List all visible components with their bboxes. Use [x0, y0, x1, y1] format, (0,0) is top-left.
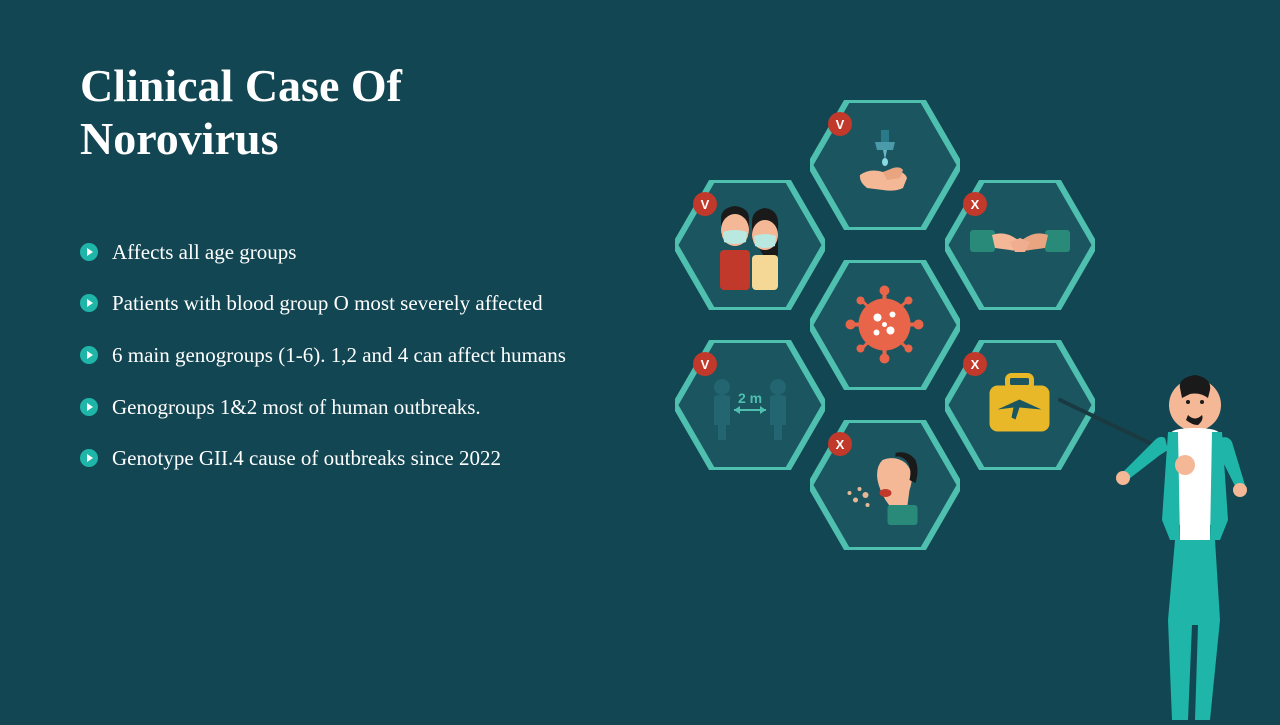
bullet-text: Affects all age groups: [112, 240, 296, 264]
hex-virus: [810, 260, 960, 390]
bullet-list: Affects all age groups Patients with blo…: [80, 236, 580, 476]
bullet-item: Patients with blood group O most severel…: [80, 287, 580, 321]
social-distance-icon: 2 m: [700, 365, 800, 445]
handwash-icon: [845, 130, 925, 200]
hex-cough: X: [810, 420, 960, 550]
hex-masks: V: [675, 180, 825, 310]
bullet-icon: [80, 449, 98, 467]
bullet-text: 6 main genogroups (1-6). 1,2 and 4 can a…: [112, 343, 566, 367]
bullet-icon: [80, 346, 98, 364]
page-title: Clinical Case Of Norovirus: [80, 60, 580, 166]
hex-distance: V 2 m: [675, 340, 825, 470]
hex-handshake: X: [945, 180, 1095, 310]
x-badge-icon: X: [828, 432, 852, 456]
bullet-text: Genogroups 1&2 most of human outbreaks.: [112, 395, 481, 419]
bullet-icon: [80, 398, 98, 416]
check-badge-icon: V: [693, 352, 717, 376]
x-badge-icon: X: [963, 352, 987, 376]
bullet-item: Affects all age groups: [80, 236, 580, 270]
x-badge-icon: X: [963, 192, 987, 216]
content-panel: Clinical Case Of Norovirus Affects all a…: [80, 60, 580, 494]
handshake-icon: [970, 210, 1070, 280]
cough-icon: [838, 445, 933, 525]
bullet-icon: [80, 294, 98, 312]
check-badge-icon: V: [828, 112, 852, 136]
masked-people-icon: [700, 200, 800, 290]
bullet-text: Genotype GII.4 cause of outbreaks since …: [112, 446, 501, 470]
bullet-text: Patients with blood group O most severel…: [112, 291, 543, 315]
virus-icon: [843, 283, 928, 368]
bullet-item: Genogroups 1&2 most of human outbreaks.: [80, 391, 580, 425]
bullet-item: 6 main genogroups (1-6). 1,2 and 4 can a…: [80, 339, 580, 373]
presenter-figure: [1050, 340, 1280, 720]
check-badge-icon: V: [693, 192, 717, 216]
distance-label: 2 m: [738, 390, 762, 406]
hex-handwash: V: [810, 100, 960, 230]
bullet-icon: [80, 243, 98, 261]
bullet-item: Genotype GII.4 cause of outbreaks since …: [80, 442, 580, 476]
